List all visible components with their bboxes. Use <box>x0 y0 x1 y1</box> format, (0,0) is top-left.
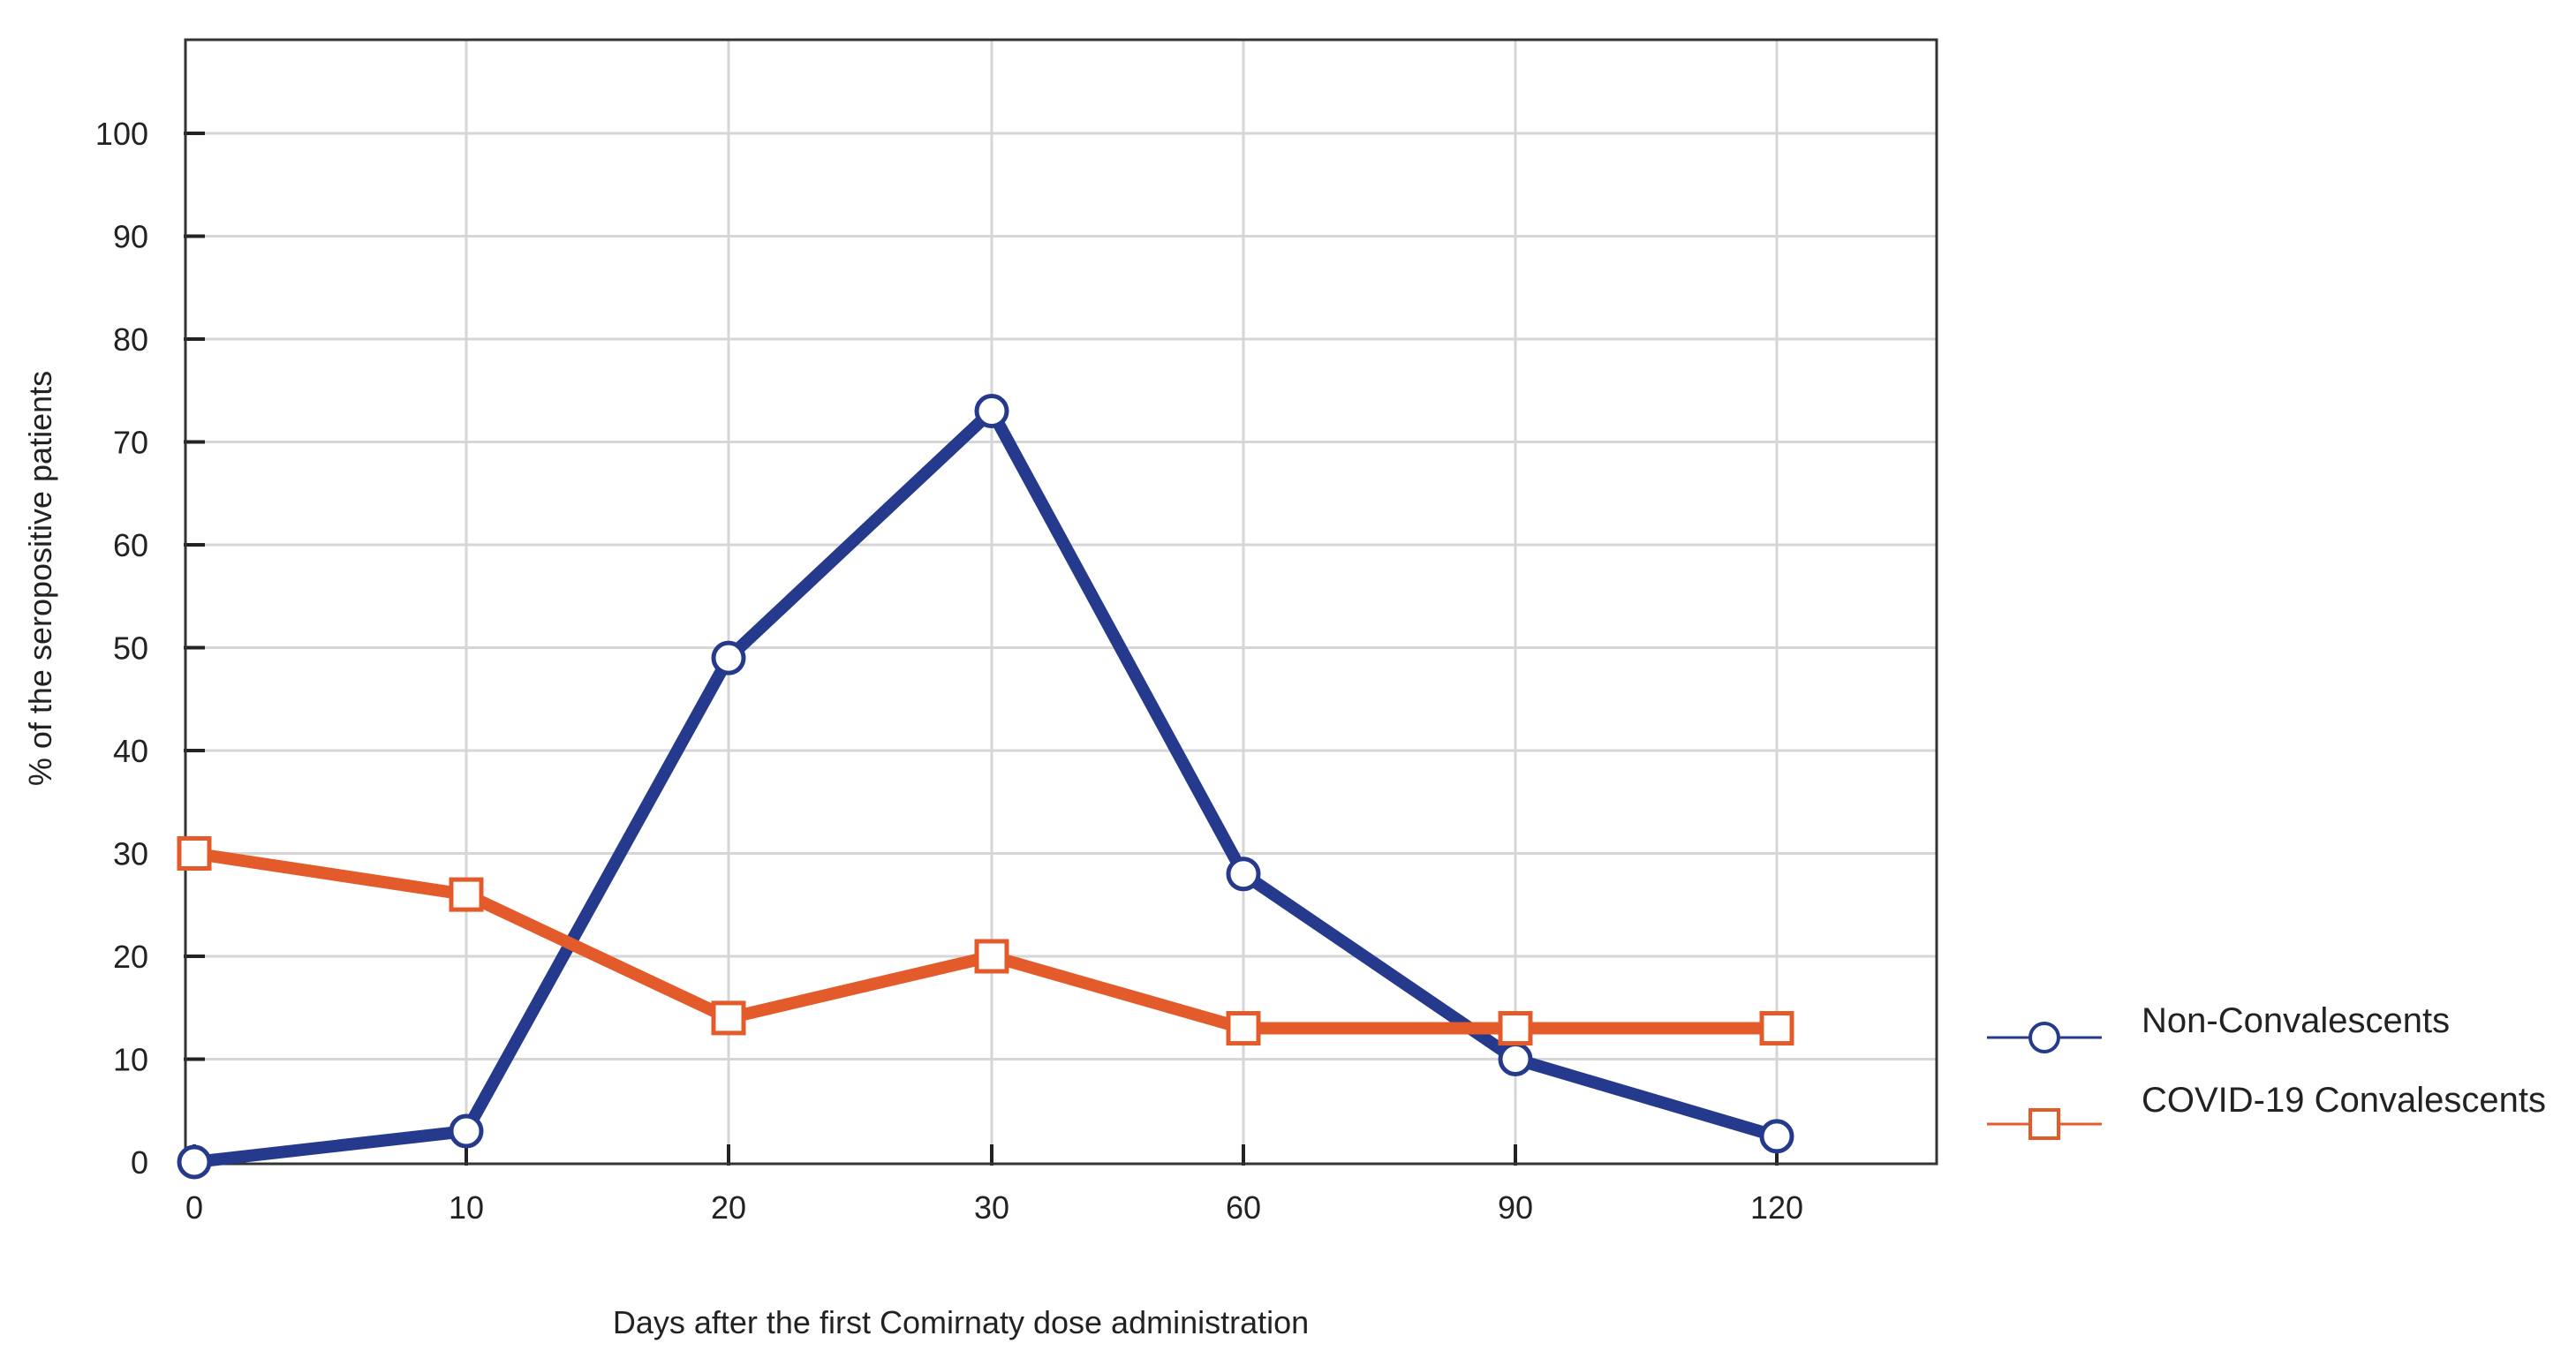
data-point <box>1498 1042 1533 1076</box>
data-point <box>177 836 212 871</box>
data-point <box>1226 1011 1261 1046</box>
x-tick-label: 10 <box>449 1189 484 1226</box>
y-tick-label: 0 <box>131 1144 148 1181</box>
y-tick-label: 70 <box>113 425 148 461</box>
y-tick-label: 100 <box>95 116 148 152</box>
legend-label: Non-Convalescents <box>2142 1001 2450 1040</box>
data-point <box>1498 1011 1533 1046</box>
data-point <box>449 877 484 912</box>
legend-item: Non-Convalescents <box>1987 1001 2450 1053</box>
legend-marker <box>2028 1108 2060 1140</box>
data-point <box>974 939 1009 974</box>
data-point <box>1759 1119 1794 1154</box>
data-point <box>711 640 746 675</box>
x-tick-label: 20 <box>711 1189 746 1226</box>
axes: 0 10 20 30 40 50 60 70 80 90 100 0 10 20 30 60 90 120 <box>95 38 1938 1226</box>
data-point <box>974 394 1009 429</box>
x-tick-label: 120 <box>1750 1189 1803 1226</box>
y-tick-label: 30 <box>113 836 148 872</box>
x-tick-label: 60 <box>1226 1189 1261 1226</box>
y-axis-title: % of the seropositive patients <box>22 371 58 786</box>
x-tick-label: 30 <box>974 1189 1009 1226</box>
y-tick-label: 20 <box>113 939 148 975</box>
legend: Non-Convalescents COVID-19 Convalescents <box>1987 1001 2546 1140</box>
legend-item: COVID-19 Convalescents <box>1987 1081 2546 1140</box>
series-2 <box>177 836 1794 1046</box>
x-tick-label: 90 <box>1498 1189 1533 1226</box>
x-axis-title: Days after the first Comirnaty dose admi… <box>613 1304 1309 1340</box>
y-tick-label: 60 <box>113 527 148 563</box>
data-point <box>711 1000 746 1036</box>
data-point <box>1759 1011 1794 1046</box>
x-tick-label: 0 <box>185 1189 203 1226</box>
y-tick-label: 80 <box>113 321 148 358</box>
plot-frame <box>184 38 1938 1166</box>
data-point <box>1226 857 1261 892</box>
data-point <box>449 1113 484 1149</box>
data-point <box>177 1144 212 1180</box>
y-tick-label: 50 <box>113 630 148 667</box>
legend-marker <box>2028 1022 2060 1053</box>
y-tick-label: 10 <box>113 1042 148 1078</box>
y-tick-label: 90 <box>113 219 148 255</box>
legend-label: COVID-19 Convalescents <box>2142 1081 2546 1120</box>
series <box>177 394 1794 1180</box>
y-tick-label: 40 <box>113 733 148 769</box>
series-1 <box>177 394 1794 1180</box>
